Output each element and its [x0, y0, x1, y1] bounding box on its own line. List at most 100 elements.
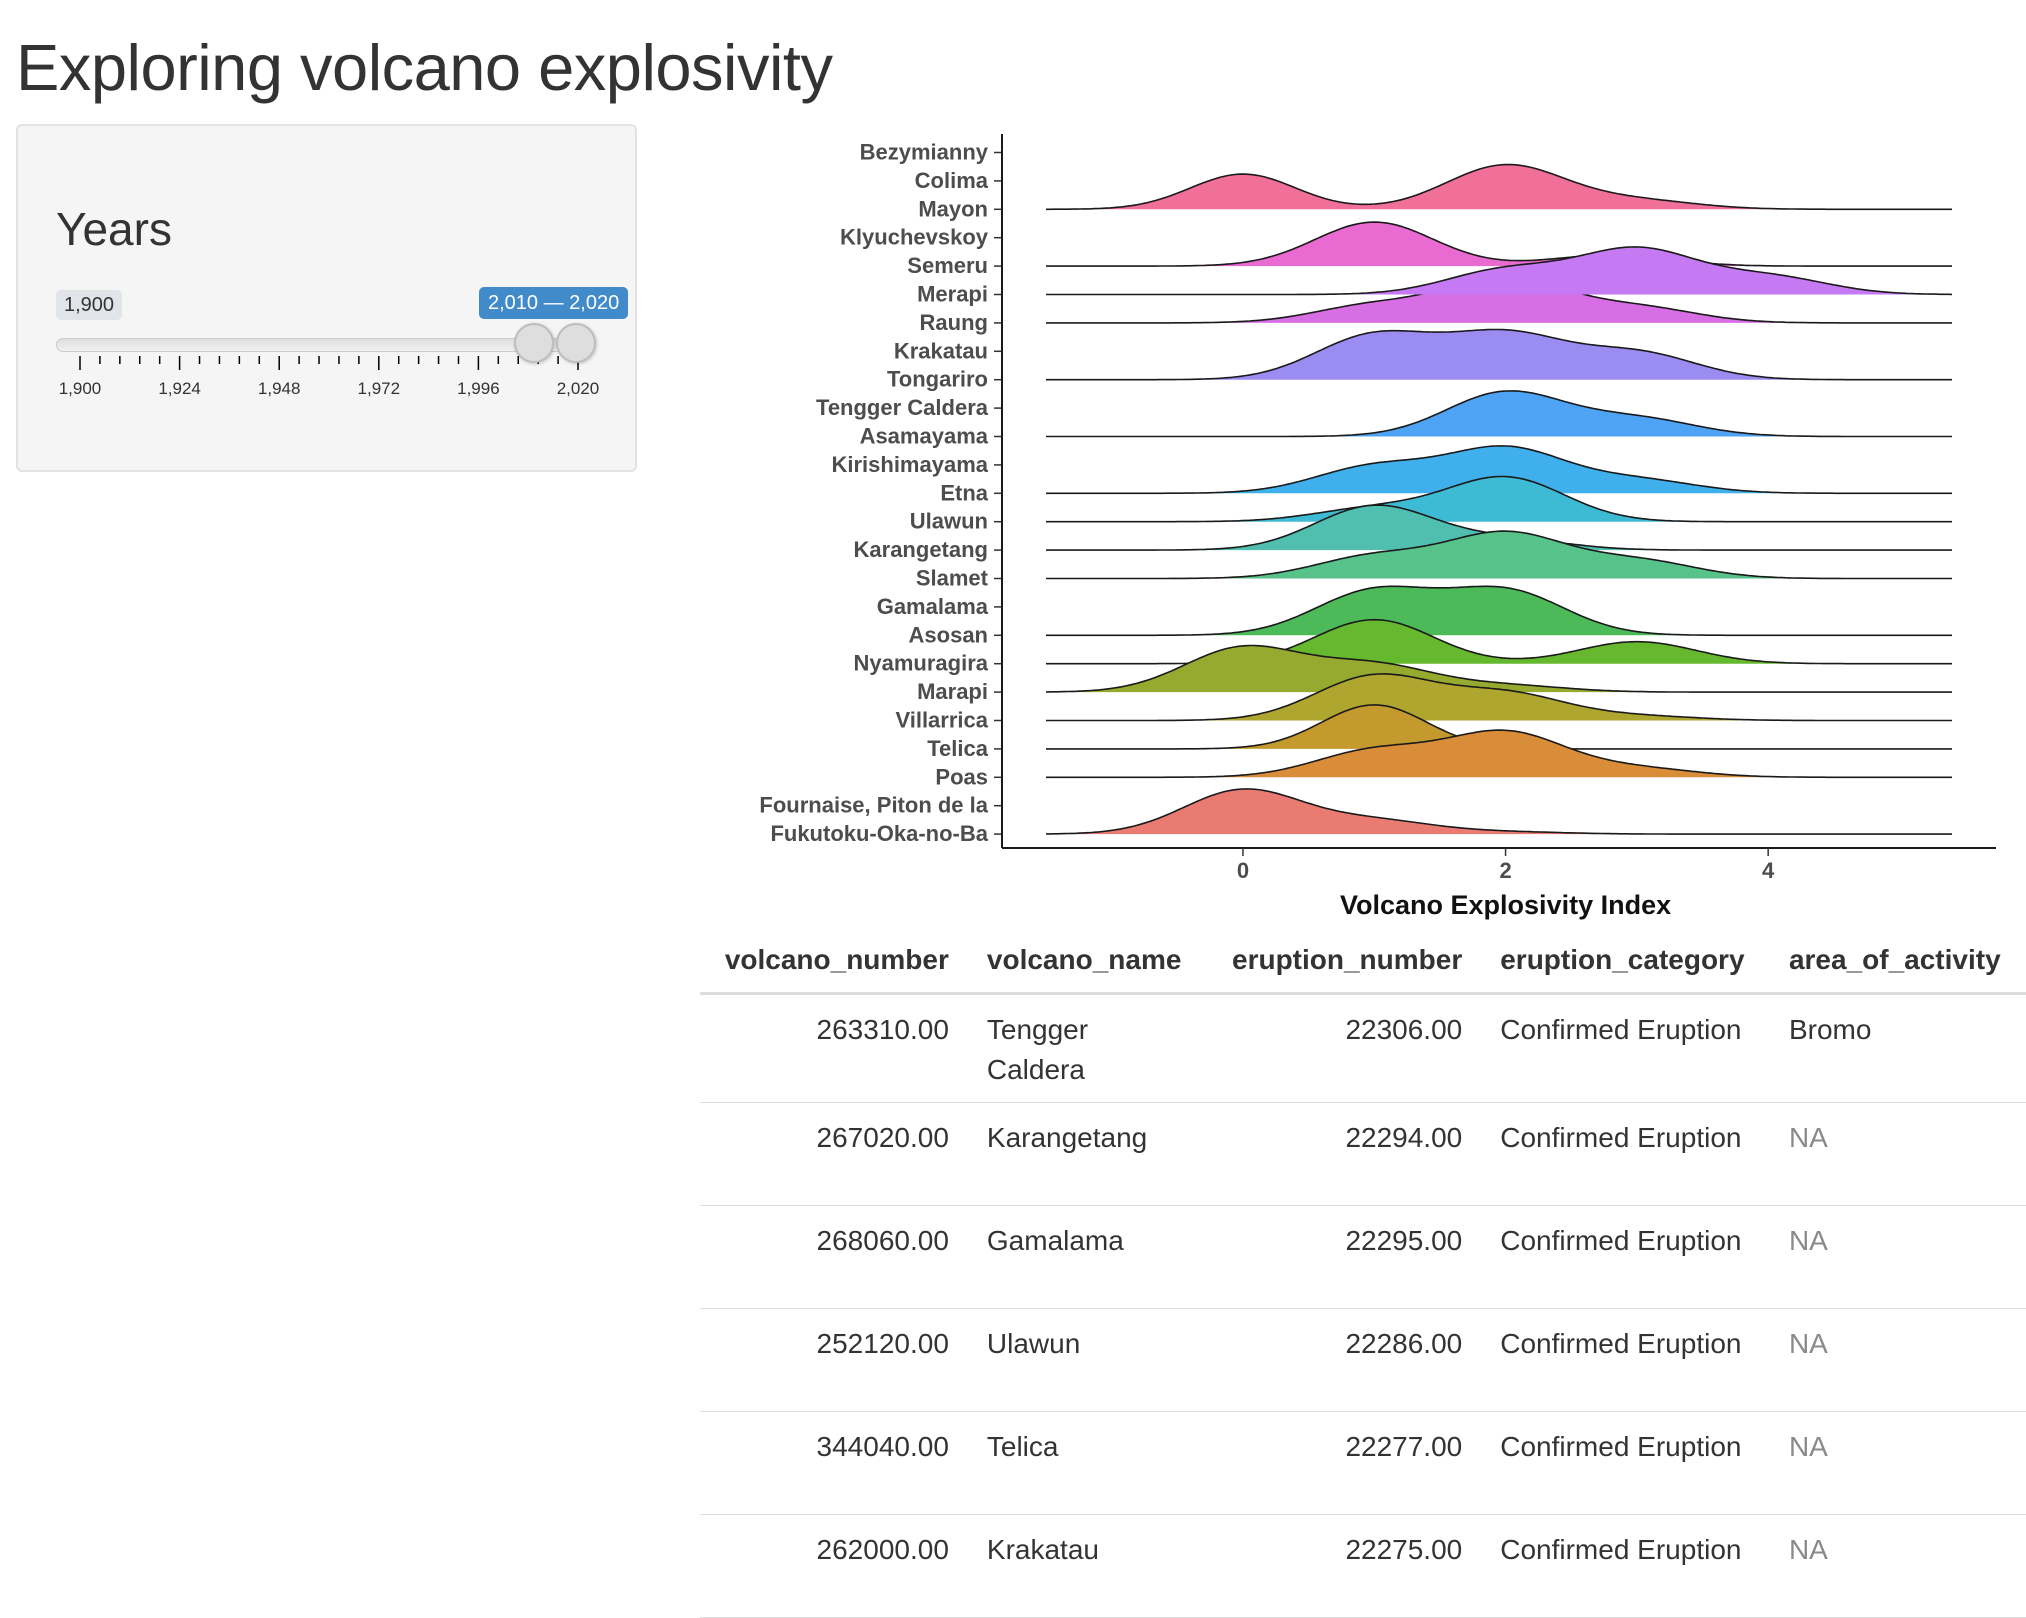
slider-tick-label: 1,996 — [457, 379, 500, 398]
x-tick-label: 0 — [1237, 858, 1249, 883]
y-tick-label: Colima — [915, 168, 989, 193]
column-header-eruption-category[interactable]: eruption_category — [1476, 924, 1765, 995]
ridge-area — [1046, 645, 1952, 693]
ridge-area — [1046, 329, 1952, 380]
x-tick-label: 2 — [1499, 858, 1511, 883]
x-axis-title: Volcano Explosivity Index — [1340, 890, 1671, 920]
cell-eruption-category: Confirmed Eruption — [1476, 1411, 1765, 1515]
y-tick-label: Nyamuragira — [853, 651, 988, 676]
ridge-area — [1046, 586, 1952, 636]
ridge-line — [1046, 729, 1952, 779]
y-tick-label: Asamayama — [860, 424, 989, 449]
ridge-area — [1046, 531, 1952, 579]
ridge-line — [1046, 163, 1952, 211]
cell-volcano-name: Gamalama — [962, 1205, 1202, 1309]
ridge-area — [1046, 164, 1952, 210]
column-header-eruption-number[interactable]: eruption_number — [1201, 924, 1477, 995]
cell-eruption-category: Confirmed Eruption — [1476, 1514, 1765, 1618]
cell-area-of-activity: NA — [1764, 1514, 2026, 1618]
table-row: 263310.00 Tengger Caldera 22306.00 Confirme… — [700, 993, 2026, 1103]
y-tick-label: Etna — [940, 480, 988, 505]
table-row: 252120.00 Ulawun 22286.00 Confirmed Eruptio… — [700, 1308, 2026, 1412]
ridge-line — [1046, 644, 1952, 693]
slider-tick-label: 2,020 — [557, 379, 600, 398]
ridge-area — [1046, 390, 1952, 437]
ridge-line — [1046, 585, 1952, 637]
slider-handle-from[interactable] — [514, 323, 554, 363]
ridge-area — [1046, 730, 1952, 778]
column-header-volcano-name[interactable]: volcano_name — [962, 924, 1202, 995]
cell-volcano-name: Telica — [962, 1411, 1202, 1515]
y-tick-label: Fukutoku-Oka-no-Ba — [770, 821, 988, 846]
y-tick-label: Asosan — [909, 622, 988, 647]
slider-tick-label: 1,948 — [258, 379, 301, 398]
table-row: 344040.00 Telica 22277.00 Confirmed Eruptio… — [700, 1411, 2026, 1515]
cell-eruption-number: 22286.00 — [1201, 1308, 1477, 1412]
ridges — [1046, 163, 1953, 835]
ridge-line — [1046, 788, 1952, 835]
y-tick-label: Klyuchevskoy — [840, 225, 989, 250]
cell-area-of-activity: NA — [1764, 1205, 2026, 1309]
y-tick-label: Kirishimayama — [831, 452, 988, 477]
y-tick-label: Fournaise, Piton de la — [759, 793, 988, 818]
cell-area-of-activity: NA — [1764, 1411, 2026, 1515]
y-tick-label: Gamalama — [877, 594, 989, 619]
ridge-area — [1046, 445, 1952, 494]
cell-volcano-number: 267020.00 — [700, 1102, 963, 1206]
y-tick-label: Mayon — [918, 196, 988, 221]
y-tick-label: Bezymianny — [860, 140, 989, 165]
years-label: Years — [56, 203, 172, 255]
page-title: Exploring volcano explosivity — [16, 31, 833, 104]
y-tick-label: Poas — [935, 764, 988, 789]
cell-area-of-activity: Bromo — [1764, 993, 2026, 1103]
cell-area-of-activity: NA — [1764, 1308, 2026, 1412]
slider-range-label: 2,010 — 2,020 — [479, 287, 629, 319]
y-tick-label: Raung — [920, 310, 988, 335]
cell-eruption-category: Confirmed Eruption — [1476, 1308, 1765, 1412]
cell-volcano-number: 252120.00 — [700, 1308, 963, 1412]
y-tick-label: Telica — [927, 736, 989, 761]
slider-tick-label: 1,972 — [358, 379, 401, 398]
y-axis: Bezymianny Colima Mayon Klyuchevskoy Semeru M… — [759, 140, 1002, 846]
table-row: 262000.00 Krakatau 22275.00 Confirmed Erupt… — [700, 1514, 2026, 1618]
cell-volcano-number: 263310.00 — [700, 993, 963, 1103]
cell-eruption-number: 22295.00 — [1201, 1205, 1477, 1309]
x-tick-label: 4 — [1762, 858, 1775, 883]
table-row: 267020.00 Karangetang 22294.00 Confirmed Er… — [700, 1102, 2026, 1206]
ridge-area — [1046, 276, 1952, 323]
ridge-line — [1046, 445, 1952, 495]
cell-eruption-number: 22306.00 — [1201, 993, 1477, 1103]
cell-volcano-name: Karangetang — [962, 1102, 1202, 1206]
slider-min-label: 1,900 — [56, 290, 123, 320]
cell-eruption-category: Confirmed Eruption — [1476, 993, 1765, 1103]
y-tick-label: Karangetang — [854, 537, 988, 562]
y-tick-label: Villarrica — [895, 708, 988, 733]
ridge-line — [1046, 390, 1952, 438]
cell-volcano-number: 268060.00 — [700, 1205, 963, 1309]
ridge-line — [1046, 246, 1953, 296]
ridge-area — [1046, 476, 1952, 522]
cell-eruption-category: Confirmed Eruption — [1476, 1205, 1765, 1309]
table-row: 268060.00 Gamalama 22295.00 Confirmed Erupt… — [700, 1205, 2026, 1309]
cell-eruption-category: Confirmed Eruption — [1476, 1102, 1765, 1206]
y-tick-label: Slamet — [916, 566, 989, 591]
slider-tick-label: 1,900 — [59, 379, 102, 398]
y-tick-label: Merapi — [917, 282, 988, 307]
column-header-area-of-activity[interactable]: area_of_activity — [1764, 924, 2026, 995]
slider-tick-marks: 1,900 1,924 1,948 1,972 1,996 2,020 — [59, 356, 600, 398]
ridge-line — [1046, 328, 1952, 381]
ridge-line — [1046, 475, 1952, 523]
column-header-volcano-number[interactable]: volcano_number — [700, 924, 963, 995]
cell-volcano-name: Tengger Caldera — [962, 993, 1202, 1103]
cell-volcano-name: Krakatau — [962, 1514, 1202, 1618]
ridge-area — [1046, 673, 1952, 721]
y-tick-label: Tengger Caldera — [816, 395, 989, 420]
y-tick-label: Tongariro — [887, 367, 988, 392]
slider-handle-to[interactable] — [556, 323, 596, 363]
cell-eruption-number: 22294.00 — [1201, 1102, 1477, 1206]
eruptions-table: volcano_number volcano_name eruption_numbe… — [700, 924, 2026, 1618]
y-tick-label: Ulawun — [910, 509, 988, 534]
ridge-line — [1046, 673, 1952, 722]
ridge-area — [1046, 788, 1952, 835]
table-header-row: volcano_number volcano_name eruption_numbe… — [700, 924, 2026, 995]
